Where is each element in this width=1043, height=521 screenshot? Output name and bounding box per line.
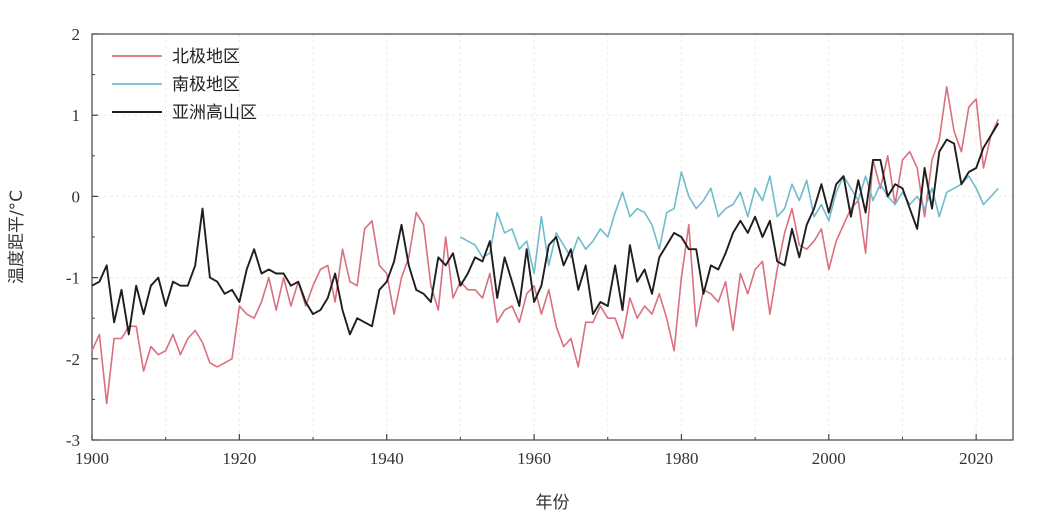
series-layer bbox=[91, 86, 1000, 405]
x-axis-title: 年份 bbox=[536, 493, 570, 513]
x-tick-label: 2000 bbox=[812, 449, 846, 468]
legend-label: 亚洲高山区 bbox=[172, 103, 257, 123]
y-tick-label: 2 bbox=[72, 25, 81, 44]
x-tick-label: 1980 bbox=[664, 449, 698, 468]
x-tick-label: 2020 bbox=[959, 449, 993, 468]
legend-label: 北极地区 bbox=[172, 47, 240, 67]
x-tick-label: 1900 bbox=[75, 449, 109, 468]
axes: 1900 1920 1940 1960 1980 2000 2020 2 1 0 -1 -2 -3 bbox=[66, 25, 993, 468]
y-tick-label: 0 bbox=[72, 187, 81, 206]
y-axis-title: 温度距平/°C bbox=[7, 190, 27, 284]
y-tick-label: -3 bbox=[66, 431, 80, 450]
legend-label: 南极地区 bbox=[172, 75, 240, 95]
x-tick-label: 1940 bbox=[370, 449, 404, 468]
grid bbox=[92, 34, 1013, 440]
series-line-1 bbox=[91, 86, 1000, 405]
y-tick-label: -1 bbox=[66, 269, 80, 288]
series-line-3 bbox=[91, 122, 1000, 336]
x-tick-label: 1920 bbox=[222, 449, 256, 468]
x-tick-label: 1960 bbox=[517, 449, 551, 468]
y-tick-label: -2 bbox=[66, 350, 80, 369]
y-tick-label: 1 bbox=[72, 106, 81, 125]
